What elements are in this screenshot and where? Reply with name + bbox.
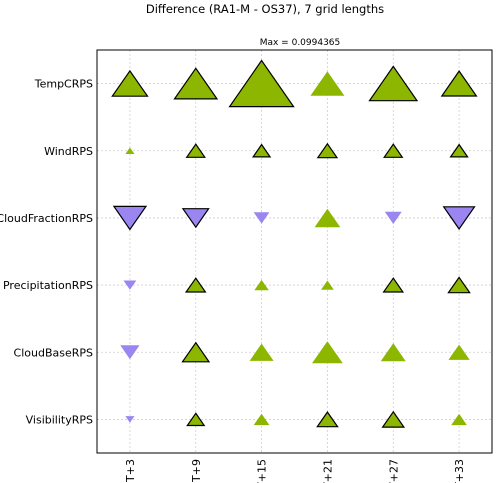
y-axis-labels: TempCRPS WindRPS CloudFractionRPS Precipita… (0, 78, 93, 427)
negative-triangle-mark (112, 205, 148, 231)
negative-triangle-mark (120, 345, 140, 360)
positive-triangle-mark (381, 410, 406, 428)
positive-triangle-mark (253, 413, 270, 426)
x-tick-label: T+27 (387, 459, 400, 483)
positive-triangle-mark (383, 143, 404, 158)
positive-triangle-mark (448, 344, 470, 360)
positive-triangle-mark (380, 343, 406, 362)
y-tick-label: TempCRPS (34, 78, 93, 91)
y-tick-label: PrecipitationRPS (3, 279, 93, 292)
x-tick-label: T+33 (453, 459, 466, 483)
positive-triangle-mark (312, 341, 343, 364)
positive-triangle-mark (254, 279, 269, 291)
marks-layer (111, 59, 478, 428)
positive-triangle-mark (186, 412, 206, 427)
x-tick-label: T+3 (124, 459, 137, 483)
positive-triangle-mark (125, 147, 135, 154)
positive-triangle-mark (447, 276, 471, 294)
x-axis-labels: T+3 T+9 T+15 T+21 T+27 T+33 (124, 459, 466, 483)
positive-triangle-mark (316, 411, 339, 428)
y-tick-label: WindRPS (44, 145, 93, 158)
y-tick-label: VisibilityRPS (26, 413, 93, 426)
chart-title: Difference (RA1-M - OS37), 7 grid length… (146, 2, 384, 16)
grid-lines (97, 50, 492, 453)
positive-triangle-mark (251, 143, 272, 158)
x-tick-label: T+21 (321, 459, 334, 483)
positive-triangle-mark (368, 65, 419, 102)
chart-max-label: Max = 0.0994365 (260, 38, 341, 48)
positive-triangle-mark (181, 341, 211, 363)
negative-triangle-mark (123, 280, 137, 290)
negative-triangle-mark (125, 416, 135, 423)
positive-triangle-mark (249, 343, 274, 361)
positive-triangle-mark (314, 208, 341, 228)
positive-triangle-mark (310, 71, 345, 96)
positive-triangle-mark (440, 70, 478, 97)
positive-triangle-mark (173, 67, 219, 100)
negative-triangle-mark (442, 206, 476, 231)
positive-triangle-mark (316, 142, 339, 159)
y-tick-label: CloudBaseRPS (14, 346, 93, 359)
positive-triangle-mark (228, 59, 295, 108)
y-tick-label: CloudFractionRPS (0, 212, 93, 225)
positive-triangle-mark (111, 69, 149, 97)
positive-triangle-mark (382, 277, 405, 293)
positive-triangle-mark (185, 143, 206, 158)
positive-triangle-mark (451, 413, 467, 426)
positive-triangle-mark (184, 277, 207, 293)
positive-triangle-mark (449, 143, 469, 158)
positive-triangle-mark (321, 280, 334, 290)
negative-triangle-mark (253, 212, 270, 224)
negative-triangle-mark (384, 211, 402, 224)
plot-frame (96, 49, 493, 454)
x-tick-label: T+9 (190, 459, 203, 483)
negative-triangle-mark (181, 208, 210, 229)
x-tick-label: T+15 (256, 459, 269, 483)
